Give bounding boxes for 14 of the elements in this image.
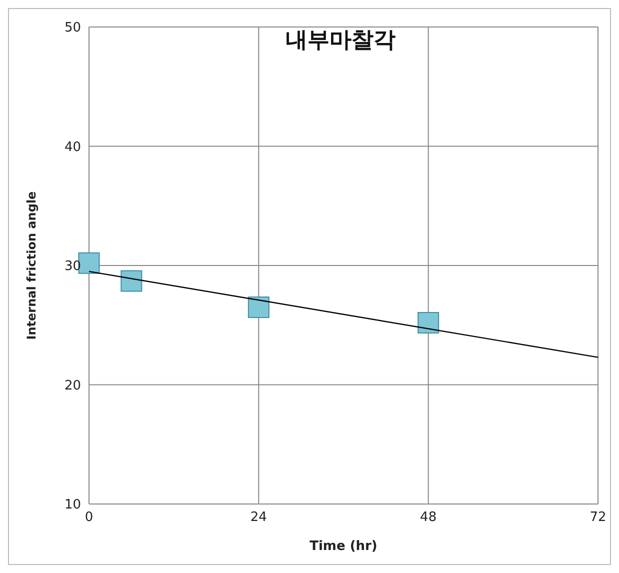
point: [248, 296, 270, 318]
x-tick-label: 24: [250, 510, 267, 526]
point: [418, 312, 440, 334]
y-axis-title: Internal friction angle: [24, 191, 38, 340]
y-tick-label: 40: [64, 140, 81, 155]
y-tick-label: 50: [64, 20, 81, 36]
y-tick-label: 10: [64, 498, 81, 513]
y-tick-label: 20: [64, 378, 81, 394]
point: [120, 270, 142, 292]
x-tick-label: 48: [420, 510, 437, 526]
x-axis-title: Time (hr): [310, 539, 378, 554]
chart-title: 내부마찰각: [286, 28, 396, 53]
x-tick-label: 0: [84, 510, 94, 526]
x-tick-label: 72: [590, 510, 606, 526]
